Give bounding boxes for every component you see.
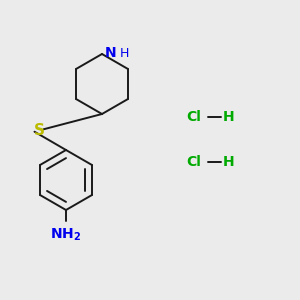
Text: Cl: Cl <box>186 155 201 169</box>
Text: $\mathregular{NH_2}$: $\mathregular{NH_2}$ <box>50 226 82 243</box>
Text: N: N <box>105 46 117 60</box>
Text: H: H <box>119 46 129 60</box>
Text: H: H <box>223 155 235 169</box>
Text: H: H <box>223 110 235 124</box>
Text: Cl: Cl <box>186 110 201 124</box>
Text: S: S <box>34 123 44 138</box>
